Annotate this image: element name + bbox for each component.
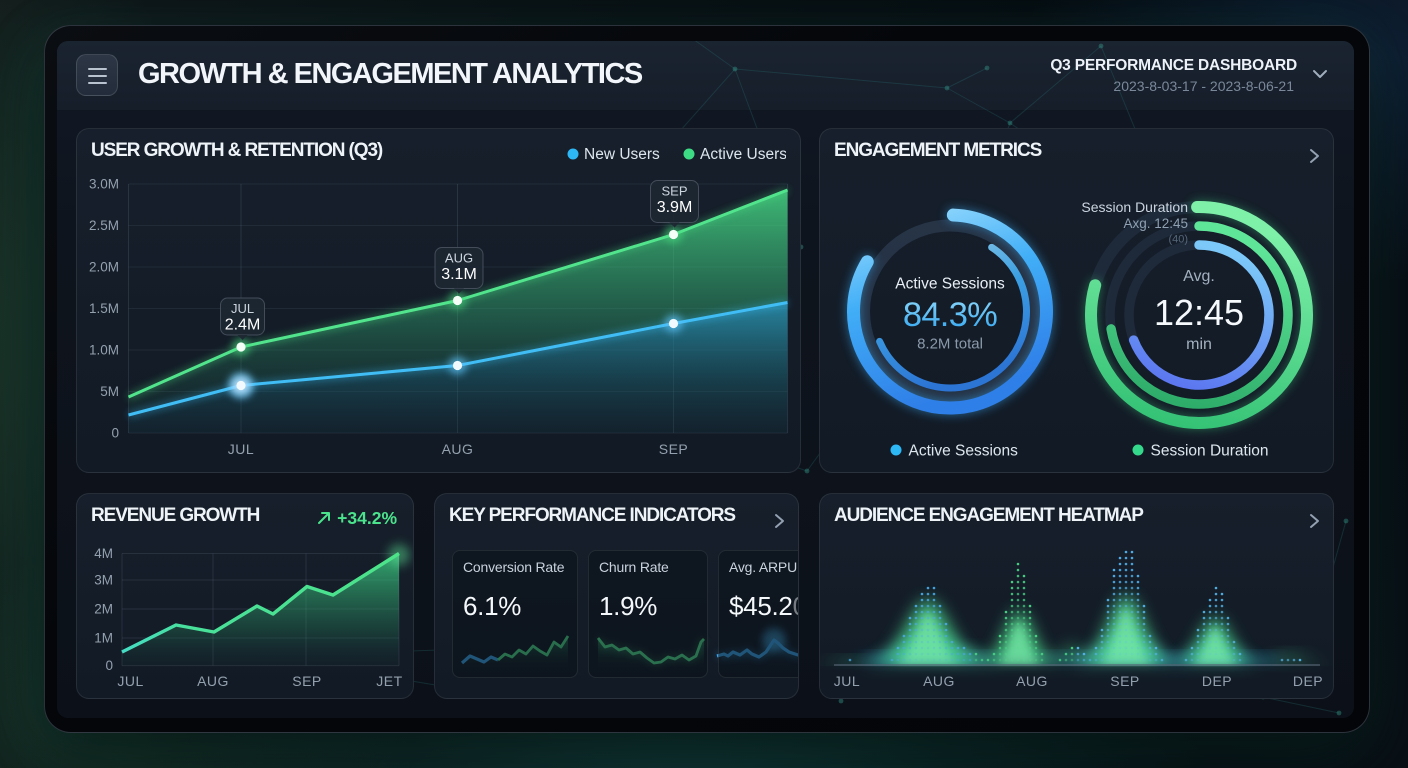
svg-text:SEP: SEP <box>659 441 689 457</box>
svg-text:2.4M: 2.4M <box>225 317 261 334</box>
svg-text:0: 0 <box>105 658 113 673</box>
svg-text:1.5M: 1.5M <box>89 301 119 316</box>
svg-text:Active Sessions: Active Sessions <box>895 276 1005 293</box>
svg-text:84.3%: 84.3% <box>903 296 997 334</box>
svg-text:Session Duration: Session Duration <box>1081 199 1188 215</box>
svg-text:JUL: JUL <box>834 673 860 689</box>
svg-text:2.5M: 2.5M <box>89 218 119 233</box>
svg-text:(40): (40) <box>1168 234 1188 246</box>
svg-text:DEP: DEP <box>1202 673 1232 689</box>
svg-text:Axg. 12:45: Axg. 12:45 <box>1123 216 1188 231</box>
svg-text:min: min <box>1186 336 1212 353</box>
svg-text:AUG: AUG <box>197 673 229 689</box>
svg-text:AUG: AUG <box>442 441 474 457</box>
svg-text:JUL: JUL <box>228 441 254 457</box>
svg-text:12:45: 12:45 <box>1154 292 1244 333</box>
svg-text:DEP: DEP <box>1293 673 1323 689</box>
svg-text:0: 0 <box>111 426 119 441</box>
svg-text:3M: 3M <box>94 573 113 588</box>
svg-text:3.0M: 3.0M <box>89 177 119 192</box>
svg-text:1M: 1M <box>94 631 113 646</box>
svg-text:Avg.: Avg. <box>1183 268 1215 285</box>
svg-text:New Users: New Users <box>584 146 660 162</box>
svg-text:AUG: AUG <box>923 673 955 689</box>
svg-text:JUL: JUL <box>231 301 254 316</box>
svg-text:2.0M: 2.0M <box>89 260 119 275</box>
svg-text:5M: 5M <box>100 384 119 399</box>
svg-text:3.1M: 3.1M <box>441 266 477 283</box>
svg-text:Active Users: Active Users <box>700 146 786 162</box>
svg-text:Active Sessions: Active Sessions <box>909 443 1019 460</box>
svg-text:SEP: SEP <box>1110 673 1140 689</box>
svg-text:JUL: JUL <box>117 673 143 689</box>
svg-text:2M: 2M <box>94 602 113 617</box>
svg-text:4M: 4M <box>94 546 113 561</box>
svg-text:SEP: SEP <box>661 184 687 199</box>
svg-text:AUG: AUG <box>1016 673 1048 689</box>
svg-text:8.2M total: 8.2M total <box>917 336 983 353</box>
svg-text:SEP: SEP <box>292 673 322 689</box>
svg-text:Session Duration: Session Duration <box>1151 443 1269 460</box>
svg-text:1.0M: 1.0M <box>89 343 119 358</box>
svg-text:3.9M: 3.9M <box>657 199 693 216</box>
svg-text:JET: JET <box>376 673 402 689</box>
svg-text:AUG: AUG <box>445 251 473 266</box>
